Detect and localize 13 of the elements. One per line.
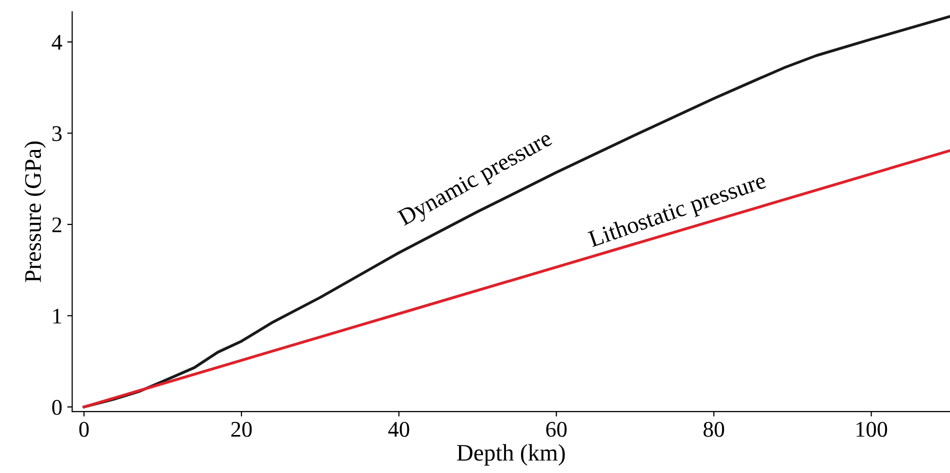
- x-tick-label: 80: [704, 422, 724, 437]
- y-tick-label: 0: [52, 400, 62, 415]
- x-tick-label: 60: [546, 422, 567, 437]
- x-tick-label: 40: [388, 422, 410, 437]
- y-tick-label: 4: [52, 35, 62, 50]
- x-tick-label: 0: [79, 422, 89, 437]
- y-tick-label: 1: [53, 308, 62, 324]
- x-tick-label: 100: [856, 422, 888, 437]
- x-tick-label: 20: [231, 422, 252, 437]
- x-axis-title: Depth (km): [457, 444, 565, 466]
- y-tick-label: 2: [52, 217, 62, 232]
- y-axis-title: Pressure (GPa): [24, 142, 46, 282]
- y-tick-label: 3: [52, 126, 62, 142]
